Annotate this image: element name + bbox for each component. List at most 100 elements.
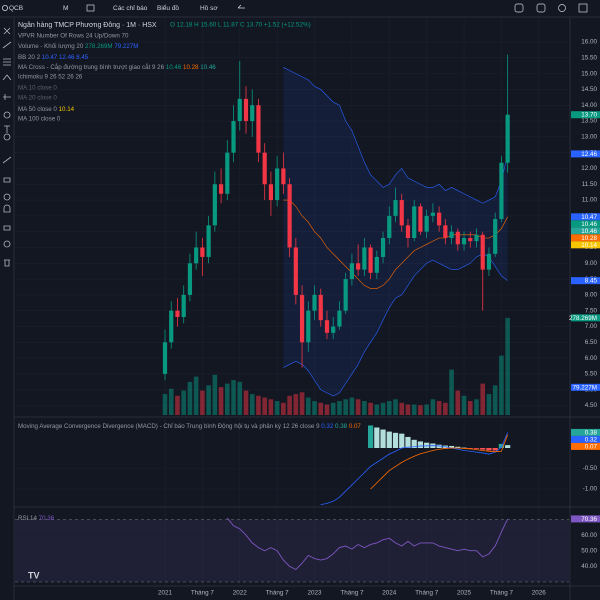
volume-bar [299, 392, 305, 415]
profile-button[interactable]: Hồ sơ [200, 3, 218, 12]
volume-bar [212, 374, 218, 415]
candle-body [461, 237, 467, 245]
tool-icon[interactable] [2, 41, 12, 49]
candle-body [349, 263, 354, 280]
tool-icon[interactable] [4, 259, 10, 267]
tool-icon[interactable] [3, 111, 11, 119]
logo[interactable]: TV [28, 570, 40, 580]
volume-bar [362, 401, 367, 415]
volume-bar [305, 397, 311, 415]
signal-line [370, 434, 509, 490]
legend-value: 278.269M [85, 43, 113, 50]
volume-bar [200, 390, 205, 415]
toolbar-icon[interactable] [514, 3, 524, 13]
macd-histogram-bar [492, 448, 498, 451]
macd-histogram-bar [436, 444, 442, 449]
volume-bar [162, 394, 168, 415]
y-tick-label: 50.00 [581, 547, 597, 554]
tool-icon[interactable] [2, 156, 12, 164]
legend-ma20: MA 20 close 0 [18, 95, 57, 102]
tool-icon[interactable] [3, 133, 11, 141]
candle-body [218, 184, 224, 194]
legend-ma50: MA 50 close 0 10.14 [18, 106, 75, 113]
settings-icon[interactable] [558, 4, 566, 12]
rsi-legend: RSI 14 70.36 [18, 515, 55, 522]
candle-body [237, 98, 242, 122]
volume-bar [474, 399, 479, 415]
tool-icon[interactable] [2, 74, 12, 81]
y-tick-label: 13.00 [581, 134, 597, 141]
legend-name: MA 50 close 0 [18, 106, 57, 113]
time-label: 2022 [233, 590, 248, 597]
macd-legend: Moving Average Convergence Divergence (M… [18, 423, 361, 430]
time-label: 2023 [308, 590, 323, 597]
tool-icon[interactable] [3, 177, 11, 183]
legend-value: 12.46 [59, 54, 75, 61]
tool-icon[interactable] [3, 240, 11, 248]
time-label: 2026 [532, 590, 547, 597]
candle-body [275, 168, 280, 201]
bb-lower [283, 253, 508, 397]
macd-histogram-bar [367, 425, 374, 449]
volume-bar [374, 404, 380, 415]
price-label-box [571, 428, 600, 436]
tool-icon[interactable] [3, 193, 11, 201]
tool-icon[interactable] [4, 125, 10, 133]
legend-ma10: MA 10 close 0 [18, 85, 57, 92]
volume-bar [355, 399, 361, 415]
volume-bar [486, 394, 492, 415]
rsi-line [226, 517, 509, 571]
volume-bar [455, 390, 461, 415]
fullscreen-icon[interactable] [578, 3, 588, 13]
symbol[interactable]: QCB [9, 5, 23, 12]
candle-body [206, 225, 211, 257]
tool-icon[interactable] [3, 204, 11, 213]
legend-value: 10.28 [183, 64, 199, 71]
indicators-button[interactable]: Các chỉ báo [113, 4, 148, 12]
y-tick-label: 9.00 [585, 260, 598, 267]
legend-ma100: MA 100 close 0 [18, 116, 61, 123]
macd-histogram-bar [461, 447, 467, 449]
undo-icon[interactable] [237, 4, 245, 9]
time-label: Tháng 7 [191, 590, 215, 597]
macd-histogram-bar [448, 445, 455, 449]
toolbar [0, 0, 600, 17]
tool-icon[interactable] [3, 27, 11, 35]
candle-body [187, 263, 193, 295]
volume-bar [337, 401, 342, 415]
toolbar-icon[interactable] [536, 3, 546, 13]
legend-value: 79.227M [114, 43, 138, 50]
volume-bar [343, 399, 348, 415]
legend-value: 0.32 [321, 423, 334, 430]
chart-title: Ngân hàng TMCP Phương Đông · 1M · HSX [18, 22, 157, 29]
candle-icon[interactable] [86, 4, 95, 12]
legend-value: 10.47 [42, 54, 58, 61]
chart-type-button[interactable]: Biểu đồ [157, 3, 179, 12]
y-tick-label: 7.50 [585, 307, 598, 314]
price-label: 10.28 [581, 235, 597, 242]
interval[interactable]: M [63, 5, 68, 12]
candle-body [343, 279, 348, 311]
volume-bar [505, 317, 510, 415]
tool-icon[interactable] [3, 225, 11, 231]
candle-body [337, 310, 342, 327]
macd-histogram-bar [424, 442, 430, 449]
tool-icon[interactable] [3, 94, 11, 100]
volume-bar [287, 395, 292, 415]
volume-bar [480, 383, 486, 415]
candle-body [486, 253, 492, 270]
price-label: 10.47 [581, 214, 597, 221]
price-label-box [571, 314, 600, 322]
legend-ma-cross: MA Cross - Cắp đường trung bình trượt gi… [18, 64, 216, 71]
price-label: 8.45 [585, 278, 598, 285]
legend-bb: BB 20 2 10.47 12.46 8.45 [18, 54, 89, 61]
time-label: Tháng 7 [490, 590, 514, 597]
search-icon[interactable] [2, 5, 8, 11]
macd-histogram-bar [505, 445, 511, 449]
volume-bar [411, 404, 417, 415]
volume-bar [380, 402, 386, 415]
price-label: 0.32 [585, 436, 598, 443]
legend-value: 70.36 [39, 515, 55, 522]
y-tick-label: 15.50 [581, 54, 597, 61]
tool-icon[interactable] [3, 58, 11, 66]
